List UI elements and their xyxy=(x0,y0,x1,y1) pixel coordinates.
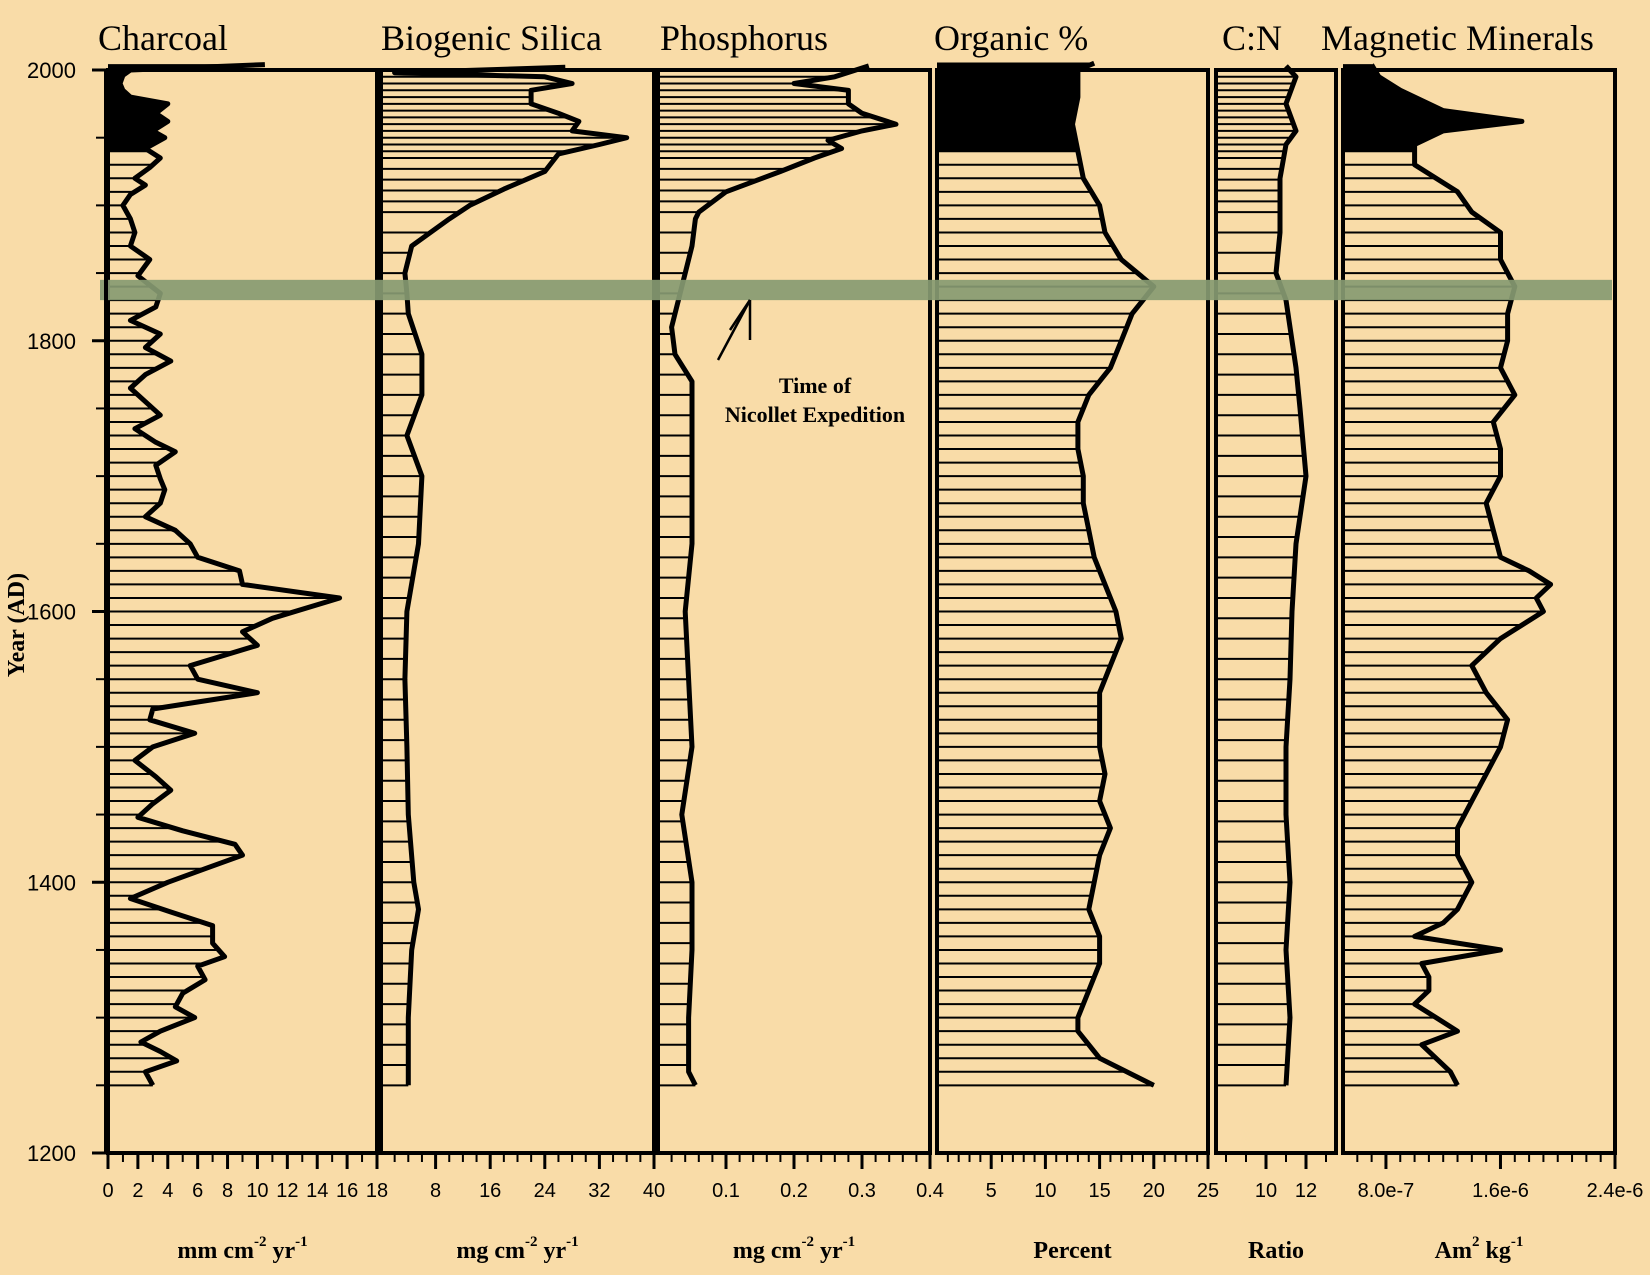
y-tick-label: 1400 xyxy=(27,870,76,895)
panel-cn: C:N 10 12 Ratio xyxy=(1214,18,1338,1264)
unit-label-charcoal: mm cm-2 yr-1 xyxy=(177,1234,307,1264)
unit-label-cn: Ratio xyxy=(1248,1238,1304,1264)
x-tick-label-magnetic: 8.0e-7 xyxy=(1358,1180,1415,1202)
y-axis-label: Year (AD) xyxy=(4,573,30,677)
x-axis-phosphorus: 0.1 0.2 0.3 0.4 xyxy=(658,1151,944,1202)
y-tick-label: 2000 xyxy=(27,58,76,83)
panel-title-charcoal: Charcoal xyxy=(98,18,228,58)
x-tick-label-biogenic_silica: 8 xyxy=(430,1180,441,1202)
x-tick-label-biogenic_silica: 32 xyxy=(588,1180,610,1202)
x-tick-label-charcoal: 16 xyxy=(336,1180,358,1202)
x-axis-cn: 10 12 xyxy=(1216,1151,1336,1202)
x-axis-organic: 5 10 15 20 25 xyxy=(937,1151,1219,1202)
curve-organic xyxy=(1070,60,1157,1088)
x-tick-label-organic: 10 xyxy=(1034,1180,1056,1202)
x-tick-label-charcoal: 14 xyxy=(306,1180,328,1202)
x-tick-label-biogenic_silica: 24 xyxy=(534,1180,556,1202)
panel-title-phosphorus: Phosphorus xyxy=(660,18,828,58)
x-tick-label-charcoal: 12 xyxy=(276,1180,298,1202)
unit-label-organic: Percent xyxy=(1033,1238,1111,1264)
annotation-line-1: Time of xyxy=(779,373,852,398)
x-tick-label-organic: 5 xyxy=(986,1180,997,1202)
unit-label-magnetic: Am2 kg-1 xyxy=(1435,1234,1524,1264)
x-tick-label-biogenic_silica: 16 xyxy=(479,1180,501,1202)
x-tick-label-biogenic_silica: 40 xyxy=(643,1180,665,1202)
y-tick-label: 1800 xyxy=(27,329,76,354)
panel-organic: Organic % 5 10 15 20 25 Percent xyxy=(934,18,1219,1264)
curve-phosphorus xyxy=(669,63,899,1087)
x-axis-biogenic_silica: 8 16 24 32 40 xyxy=(381,1151,665,1202)
x-tick-label-charcoal: 0 xyxy=(102,1180,113,1202)
x-tick-label-cn: 12 xyxy=(1295,1180,1317,1202)
x-tick-label-organic: 25 xyxy=(1197,1180,1219,1202)
panel-magnetic: Magnetic Minerals 8.0e-7 1.6e-6 2.4e-6 Am2 k… xyxy=(1321,18,1643,1264)
x-axis-magnetic: 8.0e-7 1.6e-6 2.4e-6 xyxy=(1343,1151,1644,1202)
panel-title-cn: C:N xyxy=(1222,18,1282,58)
highlight-band xyxy=(100,279,1612,301)
x-tick-label-charcoal: 10 xyxy=(246,1180,268,1202)
x-tick-label-phosphorus: 0.2 xyxy=(780,1180,808,1202)
curve-magnetic xyxy=(1369,63,1554,1087)
x-tick-label-phosphorus: 0.4 xyxy=(916,1180,944,1202)
x-tick-label-organic: 15 xyxy=(1088,1180,1110,1202)
x-tick-label-cn: 10 xyxy=(1255,1180,1277,1202)
annotation-layer: Time of Nicollet Expedition Year (AD) xyxy=(4,299,905,677)
panel-biogenic_silica: Biogenic Silica 8 16 24 32 40 mg cm-2 yr-1 xyxy=(379,18,665,1264)
panel-frame-phosphorus xyxy=(656,68,932,1155)
panel-title-magnetic: Magnetic Minerals xyxy=(1321,18,1594,58)
x-tick-label-charcoal: 4 xyxy=(162,1180,173,1202)
x-tick-label-phosphorus: 0.3 xyxy=(848,1180,876,1202)
y-tick-label: 1200 xyxy=(27,1141,76,1166)
highlight-band-layer xyxy=(100,279,1612,301)
x-tick-label-organic: 20 xyxy=(1143,1180,1165,1202)
x-tick-label-charcoal: 2 xyxy=(132,1180,143,1202)
x-tick-label-charcoal: 18 xyxy=(366,1180,388,1202)
y-tick-label: 1600 xyxy=(27,600,76,625)
curve-charcoal xyxy=(117,62,343,1087)
annotation-line-2: Nicollet Expedition xyxy=(725,402,905,427)
x-tick-label-magnetic: 2.4e-6 xyxy=(1587,1180,1644,1202)
panel-phosphorus: Phosphorus 0.1 0.2 0.3 0.4 mg cm-2 yr-1 xyxy=(656,18,944,1264)
x-tick-label-magnetic: 1.6e-6 xyxy=(1472,1180,1529,1202)
annotation-arrow-head xyxy=(728,299,752,340)
panel-charcoal: Charcoal 0 2 4 6 8 10 12 14 16 18 mm cm-2 yr-1 xyxy=(98,18,388,1264)
unit-label-phosphorus: mg cm-2 yr-1 xyxy=(733,1234,855,1264)
panel-title-organic: Organic % xyxy=(934,18,1088,58)
panel-title-biogenic_silica: Biogenic Silica xyxy=(381,18,602,58)
x-tick-label-phosphorus: 0.1 xyxy=(712,1180,740,1202)
x-tick-label-charcoal: 8 xyxy=(222,1180,233,1202)
unit-label-biogenic_silica: mg cm-2 yr-1 xyxy=(456,1234,578,1264)
year-axis-layer: 1200 1400 1600 1800 2000 xyxy=(27,58,108,1166)
curve-cn xyxy=(1273,64,1309,1086)
x-tick-label-charcoal: 6 xyxy=(192,1180,203,1202)
curve-biogenic_silica xyxy=(392,64,630,1086)
x-axis-charcoal: 0 2 4 6 8 10 12 14 16 18 xyxy=(102,1151,388,1202)
